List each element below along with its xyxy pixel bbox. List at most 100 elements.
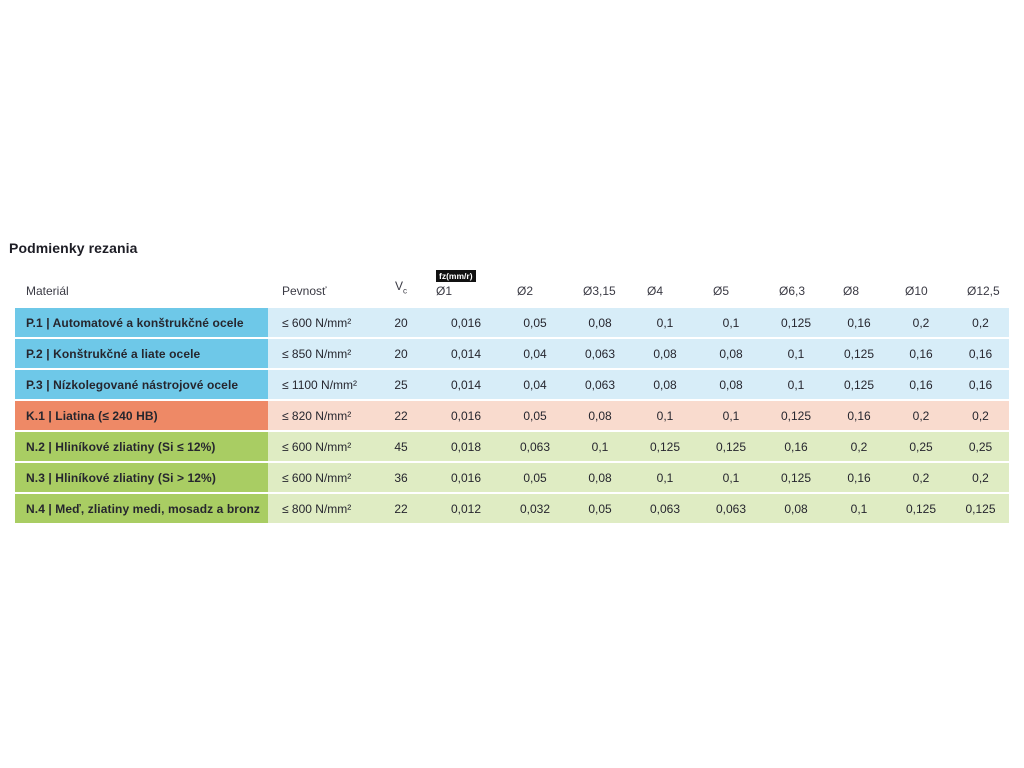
pevnost-cell: ≤ 600 N/mm² <box>282 315 352 330</box>
material-cell: N.2 | Hliníkové zliatiny (Si ≤ 12%) <box>15 432 268 461</box>
diameter-label: Ø2 <box>517 284 534 298</box>
value-cell: 0,1 <box>722 408 740 423</box>
value-cell: 0,16 <box>968 377 993 392</box>
value-cell: 0,04 <box>523 377 547 392</box>
value-cell: 0,125 <box>843 346 875 361</box>
pevnost-cell: ≤ 600 N/mm² <box>282 470 352 485</box>
value-cell: 0,2 <box>972 315 989 330</box>
diameter-label: Ø3,15 <box>583 284 616 298</box>
value-cell: 0,05 <box>523 315 547 330</box>
value-cell: 0,1 <box>591 439 609 454</box>
value-cell: 0,08 <box>588 408 612 423</box>
vc-symbol: V <box>394 278 403 293</box>
value-cell: 0,05 <box>588 501 612 516</box>
vc-cell: 25 <box>394 377 408 392</box>
vc-cell: 36 <box>394 470 408 485</box>
vc-cell: 45 <box>394 439 408 454</box>
value-cell: 0,1 <box>656 315 674 330</box>
table-row: P.3 | Nízkolegované nástrojové ocele ≤ 1… <box>15 370 1009 399</box>
header-diameter-3: Ø3,15 <box>568 284 632 298</box>
material-cell: N.4 | Meď, zliatiny medi, mosadz a bronz <box>15 494 268 523</box>
diameter-label: Ø6,3 <box>779 284 806 298</box>
value-cell: 0,125 <box>780 408 812 423</box>
value-cell: 0,16 <box>847 408 871 423</box>
diameter-label: Ø1 <box>436 284 453 298</box>
value-cell: 0,2 <box>972 408 989 423</box>
header-diameter-5: Ø5 <box>698 284 764 298</box>
table-header-row: Materiál Pevnosť Vc fz(mm/r) Ø1 Ø2 Ø3,15… <box>15 267 1009 308</box>
value-cell: 0,125 <box>780 315 812 330</box>
value-cell: 0,2 <box>972 470 989 485</box>
header-diameter-6: Ø6,3 <box>764 284 828 298</box>
value-cell: 0,16 <box>784 439 808 454</box>
value-cell: 0,016 <box>450 408 482 423</box>
table-row: P.2 | Konštrukčné a liate ocele ≤ 850 N/… <box>15 339 1009 368</box>
page-title: Podmienky rezania <box>9 240 138 256</box>
value-cell: 0,012 <box>450 501 482 516</box>
value-cell: 0,16 <box>847 315 871 330</box>
row-values-band: ≤ 850 N/mm² 20 0,014 0,04 0,063 0,08 0,0… <box>268 339 1009 368</box>
row-values-band: ≤ 1100 N/mm² 25 0,014 0,04 0,063 0,08 0,… <box>268 370 1009 399</box>
value-cell: 0,08 <box>719 377 743 392</box>
table-row: N.4 | Meď, zliatiny medi, mosadz a bronz… <box>15 494 1009 523</box>
value-cell: 0,08 <box>653 346 677 361</box>
table-row: K.1 | Liatina (≤ 240 HB) ≤ 820 N/mm² 22 … <box>15 401 1009 430</box>
value-cell: 0,2 <box>912 315 930 330</box>
diameter-label: Ø5 <box>713 284 730 298</box>
diameter-label: Ø4 <box>647 284 664 298</box>
value-cell: 0,014 <box>450 377 482 392</box>
material-cell: P.3 | Nízkolegované nástrojové ocele <box>15 370 268 399</box>
value-cell: 0,08 <box>588 315 612 330</box>
value-cell: 0,2 <box>912 470 930 485</box>
value-cell: 0,1 <box>656 470 674 485</box>
value-cell: 0,1 <box>787 346 805 361</box>
header-diameter-2: Ø2 <box>502 284 568 298</box>
value-cell: 0,018 <box>450 439 482 454</box>
vc-cell: 22 <box>394 501 408 516</box>
pevnost-cell: ≤ 1100 N/mm² <box>282 377 358 392</box>
value-cell: 0,014 <box>450 346 482 361</box>
value-cell: 0,25 <box>968 439 993 454</box>
row-values-band: ≤ 600 N/mm² 45 0,018 0,063 0,1 0,125 0,1… <box>268 432 1009 461</box>
value-cell: 0,25 <box>909 439 933 454</box>
value-cell: 0,16 <box>847 470 871 485</box>
value-cell: 0,125 <box>905 501 937 516</box>
diameter-label: Ø10 <box>905 284 928 298</box>
header-material: Materiál <box>26 284 69 298</box>
diameter-label: Ø8 <box>843 284 860 298</box>
vc-cell: 22 <box>394 408 408 423</box>
material-cell: P.2 | Konštrukčné a liate ocele <box>15 339 268 368</box>
value-cell: 0,1 <box>787 377 805 392</box>
row-values-band: ≤ 600 N/mm² 20 0,016 0,05 0,08 0,1 0,1 0… <box>268 308 1009 337</box>
value-cell: 0,063 <box>519 439 551 454</box>
value-cell: 0,1 <box>850 501 868 516</box>
header-pevnost: Pevnosť <box>282 284 327 298</box>
pevnost-cell: ≤ 600 N/mm² <box>282 439 352 454</box>
value-cell: 0,16 <box>909 377 933 392</box>
value-cell: 0,125 <box>715 439 747 454</box>
value-cell: 0,125 <box>965 501 996 516</box>
value-cell: 0,1 <box>656 408 674 423</box>
pevnost-cell: ≤ 820 N/mm² <box>282 408 352 423</box>
value-cell: 0,2 <box>912 408 930 423</box>
header-diameter-4: Ø4 <box>632 284 698 298</box>
table-row: N.3 | Hliníkové zliatiny (Si > 12%) ≤ 60… <box>15 463 1009 492</box>
value-cell: 0,032 <box>519 501 551 516</box>
value-cell: 0,125 <box>780 470 812 485</box>
value-cell: 0,05 <box>523 408 547 423</box>
material-cell: N.3 | Hliníkové zliatiny (Si > 12%) <box>15 463 268 492</box>
vc-subscript: c <box>403 286 407 295</box>
pevnost-cell: ≤ 800 N/mm² <box>282 501 352 516</box>
table-row: N.2 | Hliníkové zliatiny (Si ≤ 12%) ≤ 60… <box>15 432 1009 461</box>
material-cell: K.1 | Liatina (≤ 240 HB) <box>15 401 268 430</box>
value-cell: 0,063 <box>715 501 747 516</box>
fz-unit-badge: fz(mm/r) <box>436 270 476 282</box>
value-cell: 0,08 <box>588 470 612 485</box>
header-diameter-1: fz(mm/r) Ø1 <box>430 270 502 298</box>
value-cell: 0,063 <box>649 501 681 516</box>
value-cell: 0,05 <box>523 470 547 485</box>
row-values-band: ≤ 600 N/mm² 36 0,016 0,05 0,08 0,1 0,1 0… <box>268 463 1009 492</box>
value-cell: 0,08 <box>784 501 808 516</box>
value-cell: 0,16 <box>909 346 933 361</box>
value-cell: 0,125 <box>649 439 681 454</box>
